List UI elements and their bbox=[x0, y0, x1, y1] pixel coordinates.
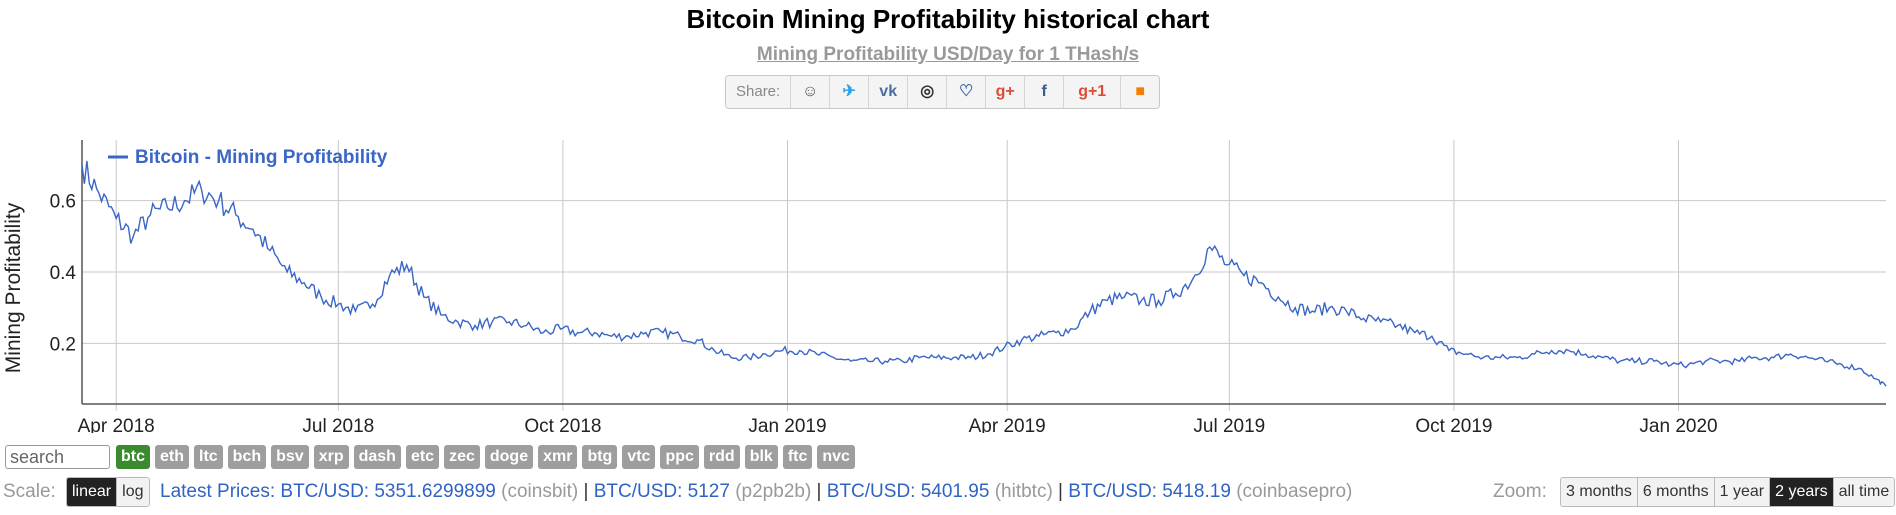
price-value[interactable]: 5351.6299899 bbox=[374, 481, 502, 502]
price-source: (p2pb2b) bbox=[735, 481, 812, 502]
latest-prices: Latest Prices: BTC/USD: 5351.6299899 (co… bbox=[160, 481, 1352, 503]
x-tick-label: Jan 2019 bbox=[748, 416, 826, 433]
coin-button-doge[interactable]: doge bbox=[484, 445, 534, 469]
zoom-button-all-time[interactable]: all time bbox=[1833, 478, 1895, 506]
profitability-chart: 0.2 0.4 0.6 Apr 2018 Jul 2018 Oct 2018 Jan 201… bbox=[2, 140, 1887, 433]
price-pair[interactable]: BTC/USD: bbox=[280, 481, 375, 502]
facebook-icon[interactable]: f bbox=[1025, 76, 1065, 108]
share-bar: Share: ☺ ✈ vk ◎ ♡ g+ f g+1 ■ bbox=[725, 75, 1161, 109]
coin-button-dash[interactable]: dash bbox=[353, 445, 401, 469]
like-icon[interactable]: ♡ bbox=[947, 76, 987, 108]
twitter-icon[interactable]: ✈ bbox=[830, 76, 870, 108]
x-tick-label: Jan 2020 bbox=[1639, 416, 1717, 433]
scale-toggle: linear log bbox=[66, 477, 150, 507]
coin-button-bch[interactable]: bch bbox=[227, 445, 267, 469]
coin-button-btg[interactable]: btg bbox=[582, 445, 618, 469]
coin-selector: btcethltcbchbsvxrpdashetczecdogexmrbtgvt… bbox=[5, 444, 860, 470]
coin-button-xrp[interactable]: xrp bbox=[313, 445, 349, 469]
prices-label: Latest Prices: bbox=[160, 481, 281, 502]
y-tick-label: 0.6 bbox=[50, 192, 76, 213]
coin-button-ltc[interactable]: ltc bbox=[194, 445, 223, 469]
price-value[interactable]: 5401.95 bbox=[920, 481, 995, 502]
y-tick-label: 0.2 bbox=[50, 334, 76, 355]
coin-button-eth[interactable]: eth bbox=[155, 445, 189, 469]
weibo-icon[interactable]: ◎ bbox=[908, 76, 948, 108]
y-tick-label: 0.4 bbox=[50, 263, 77, 284]
coin-button-bsv[interactable]: bsv bbox=[271, 445, 309, 469]
coin-button-ftc[interactable]: ftc bbox=[782, 445, 813, 469]
coin-button-btc[interactable]: btc bbox=[116, 445, 150, 469]
x-tick-label: Apr 2018 bbox=[78, 416, 155, 433]
zoom-button-3-months[interactable]: 3 months bbox=[1561, 478, 1638, 506]
x-tick-label: Oct 2019 bbox=[1415, 416, 1492, 433]
price-pair[interactable]: BTC/USD: bbox=[593, 481, 688, 502]
price-separator: | bbox=[578, 481, 594, 502]
coin-button-xmr[interactable]: xmr bbox=[538, 445, 578, 469]
series-line-bitcoin bbox=[81, 160, 1887, 387]
axis-ticks: 0.2 0.4 0.6 Apr 2018 Jul 2018 Oct 2018 Jan 201… bbox=[50, 192, 1718, 433]
vk-icon[interactable]: vk bbox=[869, 76, 909, 108]
y-axis-label: Mining Profitability bbox=[2, 202, 25, 373]
page-subtitle[interactable]: Mining Profitability USD/Day for 1 THash… bbox=[756, 44, 1140, 65]
coin-button-nvc[interactable]: nvc bbox=[817, 445, 855, 469]
price-value[interactable]: 5127 bbox=[687, 481, 736, 502]
price-pair[interactable]: BTC/USD: bbox=[826, 481, 921, 502]
zoom-label: Zoom: bbox=[1493, 481, 1547, 502]
price-pair[interactable]: BTC/USD: bbox=[1068, 481, 1163, 502]
x-tick-label: Apr 2019 bbox=[969, 416, 1046, 433]
search-input[interactable] bbox=[5, 445, 110, 469]
coin-button-rdd[interactable]: rdd bbox=[703, 445, 740, 469]
price-separator: | bbox=[811, 481, 827, 502]
coin-button-ppc[interactable]: ppc bbox=[660, 445, 699, 469]
price-source: (coinbasepro) bbox=[1236, 481, 1353, 502]
bottom-bar: Scale: linear log Latest Prices: BTC/USD:… bbox=[0, 477, 1896, 507]
coin-button-zec[interactable]: zec bbox=[444, 445, 480, 469]
legend-entry[interactable]: Bitcoin - Mining Profitability bbox=[135, 147, 388, 168]
zoom-button-6-months[interactable]: 6 months bbox=[1637, 478, 1715, 506]
zoom-toggle: 3 months 6 months 1 year 2 years all time bbox=[1560, 477, 1896, 507]
coin-button-blk[interactable]: blk bbox=[744, 445, 778, 469]
coin-button-etc[interactable]: etc bbox=[405, 445, 440, 469]
scale-button-linear[interactable]: linear bbox=[67, 478, 118, 506]
price-source: (coinsbit) bbox=[501, 481, 579, 502]
share-label: Share: bbox=[726, 76, 792, 108]
scale-button-log[interactable]: log bbox=[117, 478, 149, 506]
price-source: (hitbtc) bbox=[994, 481, 1053, 502]
google-plus-one-icon[interactable]: g+1 bbox=[1064, 76, 1122, 108]
price-value[interactable]: 5418.19 bbox=[1162, 481, 1237, 502]
blogger-icon[interactable]: ■ bbox=[1135, 83, 1146, 100]
coin-button-vtc[interactable]: vtc bbox=[622, 445, 656, 469]
zoom-button-1-year[interactable]: 1 year bbox=[1714, 478, 1771, 506]
chart-grid bbox=[82, 140, 1886, 411]
x-tick-label: Oct 2018 bbox=[524, 416, 601, 433]
x-tick-label: Jul 2019 bbox=[1193, 416, 1265, 433]
google-plus-icon[interactable]: g+ bbox=[986, 76, 1026, 108]
scale-label: Scale: bbox=[3, 481, 56, 502]
reddit-icon[interactable]: ☺ bbox=[791, 76, 831, 108]
page-title: Bitcoin Mining Profitability historical … bbox=[686, 4, 1210, 34]
x-tick-label: Jul 2018 bbox=[302, 416, 374, 433]
zoom-button-2-years[interactable]: 2 years bbox=[1770, 478, 1834, 506]
price-separator: | bbox=[1052, 481, 1069, 502]
